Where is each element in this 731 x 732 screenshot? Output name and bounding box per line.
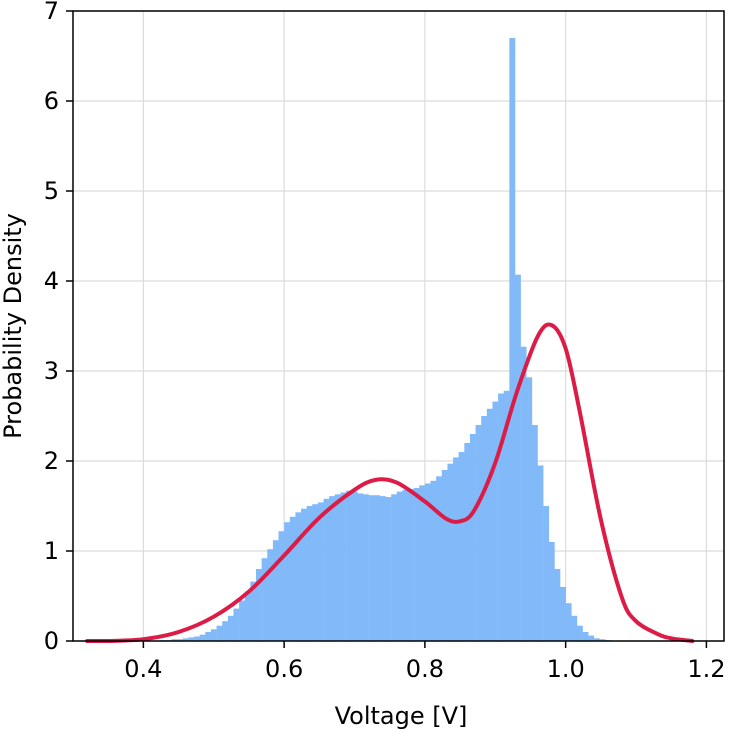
histogram-bar	[227, 615, 234, 641]
histogram-bar	[284, 522, 291, 641]
histogram-bar	[436, 476, 443, 641]
x-tick-label: 1.0	[547, 655, 585, 683]
histogram-bar	[543, 506, 550, 641]
x-axis: 0.4 0.6 0.8 1.0 1.2	[124, 641, 725, 683]
histogram-bar	[278, 531, 285, 641]
x-tick-label: 1.2	[687, 655, 725, 683]
histogram-bar	[503, 390, 510, 641]
histogram-bar	[447, 463, 454, 641]
histogram-bar	[531, 425, 538, 641]
histogram-bar	[244, 591, 251, 641]
histogram-bar	[453, 457, 459, 641]
x-axis-label: Voltage [V]	[335, 702, 468, 730]
histogram-bar	[593, 638, 600, 641]
histogram-bar	[554, 569, 561, 641]
y-tick-label: 5	[44, 177, 59, 205]
histogram-bars	[160, 38, 611, 641]
histogram-bar	[458, 452, 465, 641]
histogram-bar	[199, 634, 206, 641]
y-axis: 0 1 2 3 4 5 6 7	[44, 0, 73, 655]
histogram-bar	[498, 393, 505, 641]
histogram-bar	[177, 639, 184, 641]
histogram-bar	[408, 488, 414, 641]
y-tick-label: 2	[44, 447, 59, 475]
y-tick-label: 4	[44, 267, 59, 295]
histogram-bar	[419, 485, 426, 641]
histogram-bar	[475, 425, 482, 641]
histogram-bar	[267, 549, 274, 641]
histogram-bar	[368, 495, 375, 641]
histogram-bar	[537, 465, 544, 641]
y-tick-label: 7	[44, 0, 59, 25]
histogram-bar	[486, 408, 493, 641]
density-curve	[85, 322, 695, 643]
histogram-bar	[469, 434, 476, 641]
histogram-bar	[464, 443, 471, 641]
histogram-bar	[188, 637, 195, 641]
histogram-bar	[571, 615, 578, 641]
histogram-bar	[255, 569, 262, 641]
histogram-bar	[588, 635, 595, 641]
histogram-bar	[357, 493, 364, 641]
histogram-bar	[210, 629, 217, 641]
histogram-bar	[413, 488, 420, 641]
histogram-bar	[323, 498, 330, 641]
histogram-bar	[514, 274, 521, 641]
histogram-bar	[526, 377, 533, 641]
histogram-bar	[582, 632, 589, 641]
histogram-bar	[441, 470, 448, 641]
histogram-bar	[379, 496, 386, 641]
histogram-bar	[430, 480, 437, 641]
y-axis-label: Probability Density	[0, 213, 27, 439]
histogram-bar	[312, 504, 319, 641]
histogram-bar	[548, 542, 555, 641]
histogram-bar	[295, 512, 302, 641]
histogram-bar	[424, 483, 431, 641]
x-tick-label: 0.6	[265, 655, 303, 683]
histogram-bar	[560, 587, 566, 641]
histogram-bar	[391, 494, 398, 641]
histogram-bar	[396, 491, 403, 641]
y-tick-label: 6	[44, 87, 59, 115]
histogram-bar	[385, 497, 392, 641]
histogram-bar	[481, 416, 488, 641]
histogram-bar	[182, 638, 189, 641]
histogram-bar	[239, 600, 246, 641]
histogram-bar	[334, 494, 341, 641]
histogram-bar	[317, 502, 324, 641]
histogram-bar	[301, 508, 307, 641]
histogram-bar	[565, 603, 572, 641]
histogram-bar	[306, 506, 313, 641]
y-tick-label: 3	[44, 357, 59, 385]
histogram-bar	[351, 491, 358, 641]
histogram-bar	[362, 494, 369, 641]
histogram-bar	[205, 632, 212, 641]
grid	[73, 10, 724, 642]
histogram-bar	[272, 540, 279, 641]
x-tick-label: 0.8	[406, 655, 444, 683]
histogram-bar	[194, 636, 200, 641]
x-tick-label: 0.4	[124, 655, 162, 683]
histogram-bar	[374, 495, 381, 641]
histogram-bar	[492, 401, 499, 641]
histogram-bar	[599, 639, 606, 641]
histogram-bar	[340, 492, 347, 641]
histogram-bar	[250, 581, 257, 641]
histogram-bar	[222, 621, 229, 641]
histogram-bar	[576, 625, 583, 641]
histogram-bar	[346, 490, 352, 641]
histogram-bar	[216, 625, 223, 641]
histogram-bar	[261, 558, 268, 641]
histogram-bar	[520, 346, 527, 641]
histogram-bar	[289, 516, 296, 641]
histogram-bar	[329, 496, 336, 641]
y-tick-label: 0	[44, 627, 59, 655]
histogram-bar	[509, 38, 516, 641]
histogram-bar	[402, 489, 409, 641]
histogram-bar	[233, 608, 240, 641]
histogram-bar	[171, 639, 178, 641]
plot-frame	[72, 10, 725, 642]
y-tick-label: 1	[44, 537, 59, 565]
